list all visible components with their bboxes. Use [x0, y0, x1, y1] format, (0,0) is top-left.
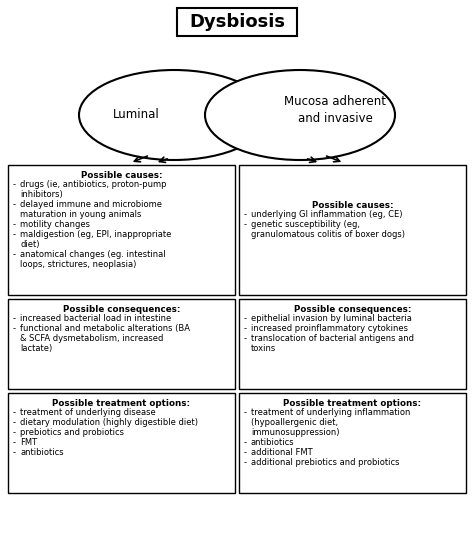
Text: translocation of bacterial antigens and: translocation of bacterial antigens and [251, 334, 414, 343]
Text: underlying GI inflammation (eg, CE): underlying GI inflammation (eg, CE) [251, 210, 402, 219]
Text: increased bacterial load in intestine: increased bacterial load in intestine [20, 314, 171, 323]
Text: -: - [244, 210, 247, 219]
FancyBboxPatch shape [239, 299, 466, 389]
Text: epithelial invasion by luminal bacteria: epithelial invasion by luminal bacteria [251, 314, 412, 323]
Text: granulomatous colitis of boxer dogs): granulomatous colitis of boxer dogs) [251, 230, 405, 239]
Text: -: - [13, 408, 16, 417]
Text: -: - [244, 334, 247, 343]
FancyBboxPatch shape [8, 393, 235, 493]
Text: antibiotics: antibiotics [20, 449, 64, 457]
Text: additional prebiotics and probiotics: additional prebiotics and probiotics [251, 458, 400, 467]
Text: anatomical changes (eg. intestinal: anatomical changes (eg. intestinal [20, 250, 165, 260]
Text: -: - [13, 180, 16, 190]
Text: -: - [13, 325, 16, 333]
Text: -: - [244, 314, 247, 323]
Text: diet): diet) [20, 240, 39, 249]
FancyBboxPatch shape [177, 8, 297, 36]
Text: inhibitors): inhibitors) [20, 190, 63, 199]
Text: drugs (ie, antibiotics, proton-pump: drugs (ie, antibiotics, proton-pump [20, 180, 166, 190]
Text: increased proinflammatory cytokines: increased proinflammatory cytokines [251, 325, 408, 333]
Text: -: - [244, 220, 247, 229]
Text: Possible consequences:: Possible consequences: [294, 305, 411, 314]
Ellipse shape [79, 70, 269, 160]
Text: prebiotics and probiotics: prebiotics and probiotics [20, 428, 124, 437]
Text: Possible causes:: Possible causes: [81, 171, 162, 180]
Text: -: - [13, 438, 16, 447]
Text: -: - [13, 314, 16, 323]
Text: -: - [13, 428, 16, 437]
Text: -: - [13, 418, 16, 427]
Text: -: - [13, 230, 16, 239]
Text: immunosuppression): immunosuppression) [251, 428, 339, 437]
Text: -: - [13, 201, 16, 209]
Text: dietary modulation (highly digestible diet): dietary modulation (highly digestible di… [20, 418, 198, 427]
Text: Possible causes:: Possible causes: [312, 201, 393, 210]
Text: -: - [244, 438, 247, 447]
Text: lactate): lactate) [20, 344, 52, 353]
FancyBboxPatch shape [239, 165, 466, 295]
Text: maturation in young animals: maturation in young animals [20, 210, 141, 219]
Ellipse shape [205, 70, 395, 160]
Text: -: - [244, 458, 247, 467]
Text: motility changes: motility changes [20, 220, 90, 229]
Text: Possible consequences:: Possible consequences: [63, 305, 180, 314]
Text: treatment of underlying inflammation: treatment of underlying inflammation [251, 408, 410, 417]
Text: genetic susceptibility (eg,: genetic susceptibility (eg, [251, 220, 360, 229]
Text: delayed immune and microbiome: delayed immune and microbiome [20, 201, 162, 209]
Text: -: - [13, 250, 16, 260]
FancyBboxPatch shape [8, 299, 235, 389]
Text: Dysbiosis: Dysbiosis [189, 13, 285, 31]
Text: & SCFA dysmetabolism, increased: & SCFA dysmetabolism, increased [20, 334, 164, 343]
Text: -: - [244, 325, 247, 333]
Text: functional and metabolic alterations (BA: functional and metabolic alterations (BA [20, 325, 190, 333]
Text: FMT: FMT [20, 438, 37, 447]
Text: Mucosa adherent
and invasive: Mucosa adherent and invasive [284, 95, 386, 125]
Text: Luminal: Luminal [113, 109, 159, 122]
Text: -: - [13, 449, 16, 457]
Text: (hypoallergenic diet,: (hypoallergenic diet, [251, 418, 338, 427]
Text: -: - [13, 220, 16, 229]
FancyBboxPatch shape [239, 393, 466, 493]
Text: loops, strictures, neoplasia): loops, strictures, neoplasia) [20, 260, 137, 269]
Text: toxins: toxins [251, 344, 276, 353]
Text: -: - [244, 408, 247, 417]
Text: additional FMT: additional FMT [251, 449, 313, 457]
FancyBboxPatch shape [8, 165, 235, 295]
Text: Possible treatment options:: Possible treatment options: [53, 399, 191, 408]
Text: Possible treatment options:: Possible treatment options: [283, 399, 421, 408]
Text: antibiotics: antibiotics [251, 438, 295, 447]
Text: -: - [244, 449, 247, 457]
Text: treatment of underlying disease: treatment of underlying disease [20, 408, 156, 417]
Text: maldigestion (eg, EPI, inappropriate: maldigestion (eg, EPI, inappropriate [20, 230, 172, 239]
